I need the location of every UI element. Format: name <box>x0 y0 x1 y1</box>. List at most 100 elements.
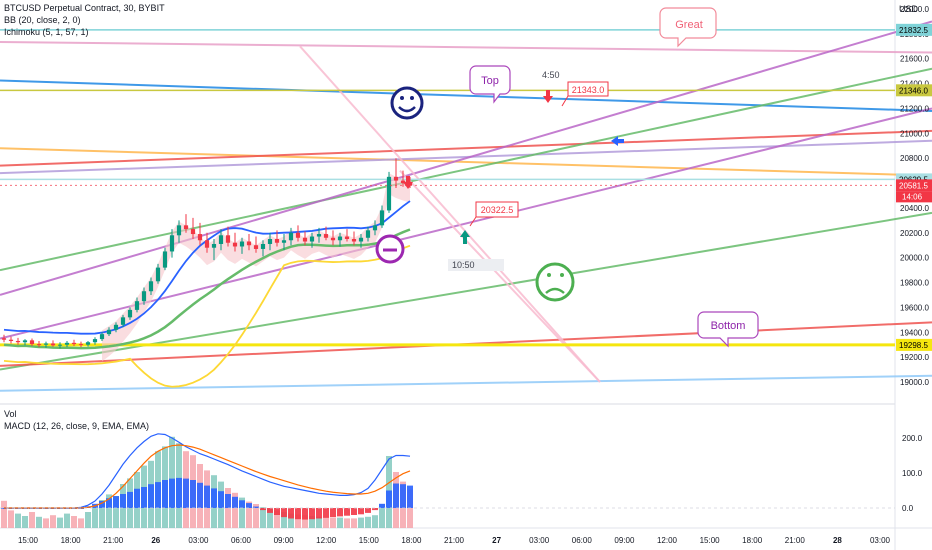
macd-hist-bar-21[interactable] <box>148 484 154 508</box>
candle-body-21[interactable] <box>148 281 154 292</box>
macd-hist-bar-54[interactable] <box>379 503 385 508</box>
volume-bar-35[interactable] <box>246 501 252 528</box>
top-callout[interactable]: Top <box>469 65 511 104</box>
up-arrow[interactable] <box>460 230 470 244</box>
volume-bar-11[interactable] <box>78 518 84 528</box>
macd-hist-bar-57[interactable] <box>400 484 406 508</box>
legend-ichimoku[interactable]: Ichimoku (5, 1, 57, 1) <box>4 27 89 37</box>
volume-bar-9[interactable] <box>64 513 70 528</box>
candle-body-56[interactable] <box>393 176 399 181</box>
macd-hist-bar-48[interactable] <box>337 508 343 517</box>
volume-bar-14[interactable] <box>99 500 105 528</box>
macd-hist-bar-18[interactable] <box>127 491 133 508</box>
volume-bar-1[interactable] <box>8 510 14 528</box>
candle-body-50[interactable] <box>351 239 357 242</box>
macd-hist-bar-24[interactable] <box>169 478 175 508</box>
time-note-1050[interactable]: 10:50 <box>452 260 475 270</box>
candle-body-52[interactable] <box>365 230 371 238</box>
legend-symbol[interactable]: BTCUSD Perpetual Contract, 30, BYBIT <box>4 3 165 13</box>
candle-body-11[interactable] <box>78 344 84 346</box>
volume-bar-45[interactable] <box>316 516 322 528</box>
volume-bar-52[interactable] <box>365 516 371 528</box>
legend-bb[interactable]: BB (20, close, 2, 0) <box>4 15 81 25</box>
candle-body-17[interactable] <box>120 317 126 325</box>
macd-hist-bar-28[interactable] <box>197 482 203 508</box>
macd-hist-bar-38[interactable] <box>267 508 273 513</box>
macd-hist-bar-58[interactable] <box>407 485 413 508</box>
trend-line-1[interactable] <box>0 79 932 112</box>
macd-hist-bar-55[interactable] <box>386 490 392 509</box>
macd-hist-bar-31[interactable] <box>218 491 224 508</box>
candle-body-30[interactable] <box>211 243 217 248</box>
candle-body-36[interactable] <box>253 245 259 249</box>
volume-bar-58[interactable] <box>407 489 413 528</box>
volume-bar-3[interactable] <box>22 516 28 528</box>
trend-line-10[interactable] <box>0 374 932 392</box>
candle-body-15[interactable] <box>106 329 112 335</box>
volume-bar-2[interactable] <box>15 513 21 528</box>
volume-bar-43[interactable] <box>302 515 308 528</box>
candle-body-1[interactable] <box>8 339 14 341</box>
macd-hist-bar-47[interactable] <box>330 508 336 518</box>
macd-hist-bar-27[interactable] <box>190 480 196 508</box>
lagging-span-line[interactable] <box>3 244 411 388</box>
slow-ma-line[interactable] <box>3 228 411 350</box>
macd-hist-bar-53[interactable] <box>372 508 378 511</box>
volume-bar-38[interactable] <box>267 508 273 528</box>
volume-bar-37[interactable] <box>260 507 266 528</box>
macd-hist-bar-41[interactable] <box>288 508 294 519</box>
volume-bar-41[interactable] <box>288 513 294 528</box>
macd-hist-bar-44[interactable] <box>309 508 315 520</box>
macd-hist-bar-33[interactable] <box>232 496 238 508</box>
candle-body-12[interactable] <box>85 342 91 345</box>
candle-body-53[interactable] <box>372 225 378 231</box>
candle-body-25[interactable] <box>176 225 182 236</box>
macd-hist-bar-50[interactable] <box>351 508 357 515</box>
volume-bar-36[interactable] <box>253 504 259 528</box>
volume-bar-6[interactable] <box>43 518 49 528</box>
candle-body-57[interactable] <box>400 180 406 184</box>
macd-hist-bar-19[interactable] <box>134 488 140 508</box>
volume-bar-49[interactable] <box>344 518 350 528</box>
time-note-450[interactable]: 4:50 <box>542 70 560 80</box>
main-pane[interactable] <box>0 20 932 392</box>
candle-body-41[interactable] <box>288 232 294 241</box>
candle-body-6[interactable] <box>43 343 49 345</box>
candle-body-45[interactable] <box>316 234 322 237</box>
macd-hist-bar-20[interactable] <box>141 487 147 508</box>
trend-line-11[interactable] <box>299 45 601 383</box>
sad-face-icon[interactable] <box>535 262 575 302</box>
macd-hist-bar-56[interactable] <box>393 483 399 509</box>
candle-body-54[interactable] <box>379 210 385 226</box>
macd-hist-bar-46[interactable] <box>323 508 329 518</box>
macd-hist-bar-42[interactable] <box>295 508 301 520</box>
down-arrow-top[interactable] <box>543 90 553 103</box>
candle-body-7[interactable] <box>50 343 56 346</box>
candle-body-31[interactable] <box>218 235 224 244</box>
macd-hist-bar-36[interactable] <box>253 506 259 508</box>
trend-line-7[interactable] <box>0 107 932 340</box>
legend-vol[interactable]: Vol <box>4 409 17 419</box>
down-arrow-peak[interactable] <box>403 176 413 189</box>
candle-body-55[interactable] <box>386 176 392 211</box>
candle-body-13[interactable] <box>92 339 98 343</box>
candle-body-16[interactable] <box>113 324 119 330</box>
macd-hist-bar-15[interactable] <box>106 498 112 508</box>
volume-bar-42[interactable] <box>295 514 301 528</box>
great-callout[interactable]: Great <box>659 7 717 48</box>
candle-body-18[interactable] <box>127 309 133 318</box>
candle-body-42[interactable] <box>295 232 301 238</box>
candle-body-2[interactable] <box>15 340 21 343</box>
candle-body-27[interactable] <box>190 229 196 235</box>
trend-line-2[interactable] <box>0 147 932 177</box>
candle-body-47[interactable] <box>330 237 336 241</box>
legend-macd[interactable]: MACD (12, 26, close, 9, EMA, EMA) <box>4 421 149 431</box>
left-arrow[interactable] <box>611 136 624 146</box>
trend-line-5[interactable] <box>0 67 932 272</box>
macd-hist-bar-26[interactable] <box>183 478 189 508</box>
candle-body-24[interactable] <box>169 235 175 252</box>
candle-body-3[interactable] <box>22 340 28 343</box>
macd-hist-bar-30[interactable] <box>211 488 217 508</box>
macd-hist-bar-14[interactable] <box>99 501 105 508</box>
